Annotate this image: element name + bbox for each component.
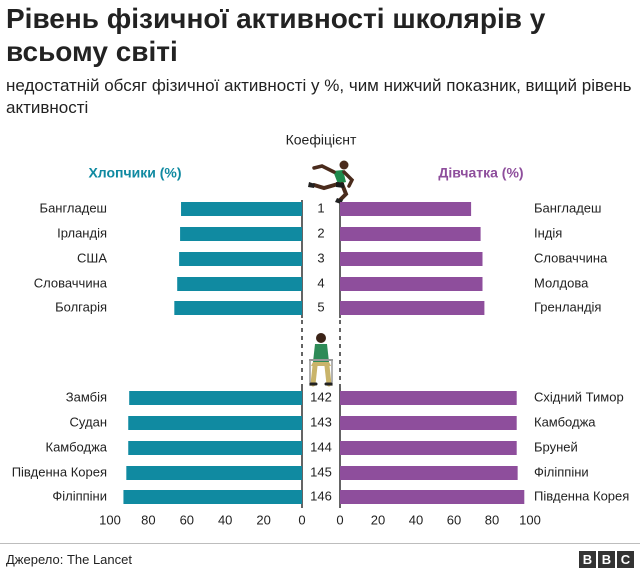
bar-girls [340, 277, 483, 291]
bbc-logo: B B C [579, 551, 634, 568]
tick-label-left: 20 [256, 512, 270, 527]
butterfly-chart: Коефіцієнт Хлопчики (%) Дівчатка (%) Бангла… [12, 132, 630, 528]
country-label-girls: Східний Тимор [534, 389, 624, 404]
bar-girls [340, 252, 483, 266]
bar-boys [128, 416, 302, 430]
bar-boys [181, 202, 302, 216]
tick-label-right: 0 [336, 512, 343, 527]
rank-label: 143 [310, 414, 332, 429]
country-label-girls: Філіппіни [534, 464, 589, 479]
bar-girls [340, 490, 525, 504]
bar-girls [340, 416, 517, 430]
chart-title: Рівень фізичної активності школярів у вс… [6, 3, 546, 67]
tick-label-left: 40 [218, 512, 232, 527]
bar-boys [174, 301, 302, 315]
country-label-boys: Судан [70, 414, 107, 429]
runner-icon [308, 160, 355, 204]
country-label-girls: Молдова [534, 275, 589, 290]
bar-girls [340, 466, 518, 480]
tick-label-left: 60 [180, 512, 194, 527]
bar-boys [179, 252, 302, 266]
country-label-boys: Південна Корея [12, 464, 107, 479]
tick-label-left: 100 [99, 512, 121, 527]
rank-label: 4 [317, 275, 324, 290]
footer-divider [0, 543, 640, 544]
tick-label-right: 60 [447, 512, 461, 527]
illustrations [308, 160, 355, 387]
country-label-girls: Гренландія [534, 299, 601, 314]
country-label-girls: Індія [534, 225, 562, 240]
bar-boys [177, 277, 302, 291]
bar-girls [340, 227, 481, 241]
tick-label-right: 20 [371, 512, 385, 527]
tick-label-left: 0 [298, 512, 305, 527]
country-label-boys: Ірландія [57, 225, 107, 240]
labels: Коефіцієнт Хлопчики (%) Дівчатка (%) Бангла… [12, 132, 630, 528]
tick-label-right: 80 [485, 512, 499, 527]
center-axis-label: Коефіцієнт [286, 132, 357, 148]
bar-boys [123, 490, 302, 504]
legend-boys: Хлопчики (%) [88, 165, 181, 181]
bars [123, 202, 525, 504]
bar-boys [180, 227, 302, 241]
rank-label: 145 [310, 464, 332, 479]
country-label-boys: Болгарія [55, 299, 107, 314]
country-label-girls: Бангладеш [534, 200, 601, 215]
rank-label: 1 [317, 200, 324, 215]
bar-girls [340, 391, 517, 405]
country-label-boys: США [77, 250, 107, 265]
bar-boys [129, 391, 302, 405]
bar-girls [340, 202, 472, 216]
country-label-girls: Словаччина [534, 250, 608, 265]
country-label-girls: Камбоджа [534, 414, 596, 429]
rank-label: 144 [310, 439, 332, 454]
bar-girls [340, 441, 517, 455]
bbc-logo-letter: C [617, 551, 634, 568]
bar-boys [128, 441, 302, 455]
rank-label: 5 [317, 299, 324, 314]
rank-label: 142 [310, 389, 332, 404]
country-label-boys: Словаччина [34, 275, 108, 290]
country-label-boys: Замбія [66, 389, 107, 404]
tick-label-right: 40 [409, 512, 423, 527]
country-label-boys: Філіппіни [52, 488, 107, 503]
tick-label-right: 100 [519, 512, 541, 527]
sitting-person-icon [309, 333, 333, 387]
source-note: Джерело: The Lancet [6, 552, 132, 567]
country-label-boys: Камбоджа [46, 439, 108, 454]
bar-girls [340, 301, 485, 315]
bar-boys [126, 466, 302, 480]
country-label-girls: Бруней [534, 439, 578, 454]
legend-girls: Дівчатка (%) [438, 165, 523, 181]
rank-label: 2 [317, 225, 324, 240]
rank-label: 146 [310, 488, 332, 503]
country-label-girls: Південна Корея [534, 488, 629, 503]
country-label-boys: Бангладеш [40, 200, 107, 215]
tick-label-left: 80 [141, 512, 155, 527]
bbc-logo-letter: B [598, 551, 615, 568]
bbc-logo-letter: B [579, 551, 596, 568]
chart-subtitle: недостатній обсяг фізичної активності у … [6, 76, 632, 117]
rank-label: 3 [317, 250, 324, 265]
